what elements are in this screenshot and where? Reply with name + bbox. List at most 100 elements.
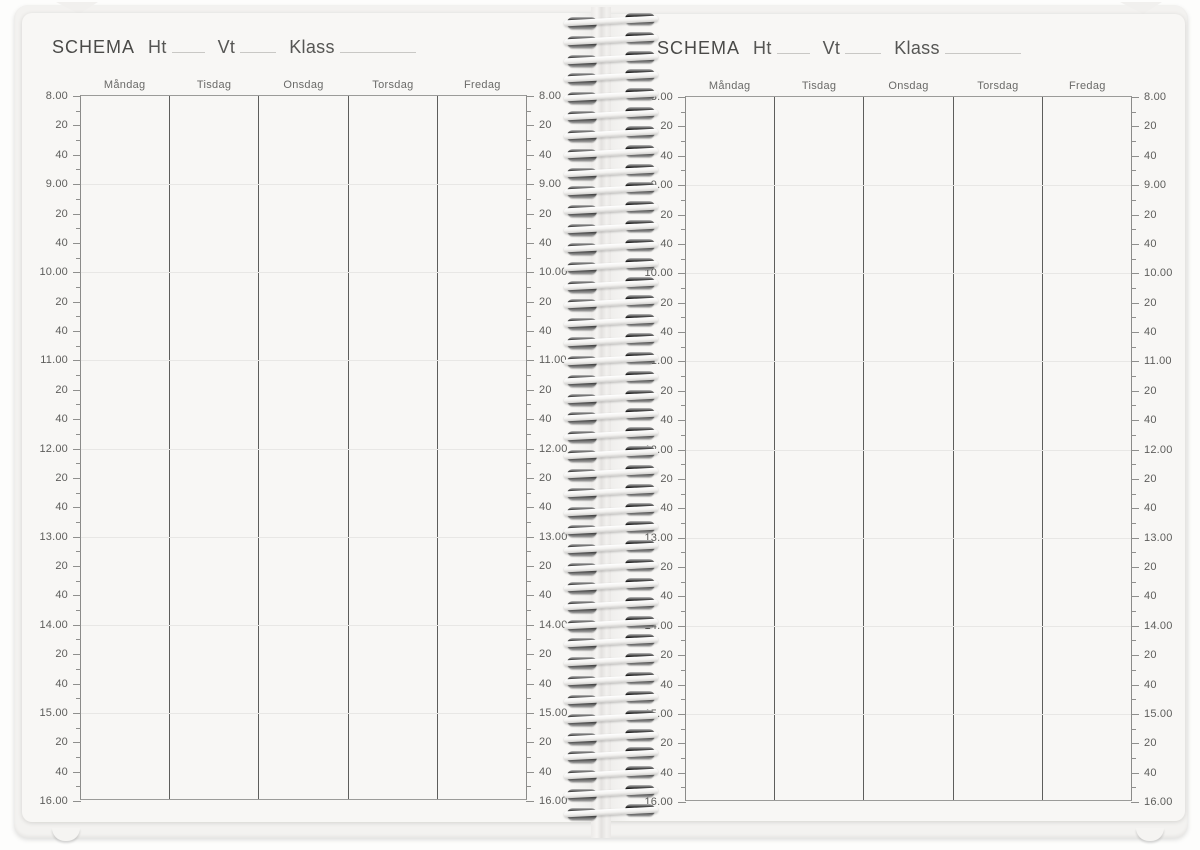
time-tick — [73, 125, 81, 127]
klass-field-label: Klass — [894, 38, 940, 58]
time-tick — [1131, 508, 1139, 510]
time-tick — [678, 684, 686, 686]
time-tick — [73, 242, 81, 244]
day-header-tisdag: Tisdag — [196, 79, 232, 91]
day-columns — [81, 96, 526, 799]
day-column — [81, 96, 171, 799]
coil-loop — [563, 766, 659, 783]
time-tick — [73, 566, 81, 567]
time-tick — [678, 596, 686, 598]
time-tick — [526, 389, 534, 391]
time-tick — [678, 273, 686, 275]
time-label-right: 40 — [539, 677, 552, 690]
time-label-left: 12.00 — [39, 442, 68, 455]
time-label-right: 40 — [1144, 590, 1157, 603]
time-tick — [1131, 478, 1139, 480]
time-tick — [1131, 522, 1136, 524]
coil-loop — [563, 747, 659, 764]
time-tick — [681, 787, 686, 789]
time-tick — [1131, 141, 1136, 143]
time-tick — [526, 433, 531, 435]
time-tick — [73, 184, 81, 186]
coil-loop — [563, 803, 659, 820]
time-tick — [526, 507, 534, 509]
day-columns — [686, 97, 1131, 800]
time-tick — [526, 712, 534, 714]
time-tick — [76, 727, 81, 729]
time-tick — [1131, 669, 1136, 671]
time-tick — [681, 669, 686, 671]
coil-loop — [563, 690, 659, 707]
time-label-left: 20 — [55, 648, 68, 661]
time-tick — [76, 140, 81, 142]
time-label-left: 20 — [55, 471, 68, 484]
time-label-right: 20 — [539, 560, 552, 572]
time-tick — [681, 699, 686, 701]
time-tick — [73, 360, 81, 362]
time-tick — [1131, 346, 1136, 348]
time-tick — [681, 728, 686, 730]
hour-gridline — [81, 184, 526, 186]
time-label-right: 10.00 — [539, 266, 568, 279]
time-tick — [681, 434, 686, 436]
time-tick — [73, 654, 81, 656]
time-tick — [526, 272, 534, 274]
coil-loop — [563, 88, 659, 105]
day-header-måndag: Måndag — [103, 79, 146, 91]
time-tick — [1131, 258, 1136, 260]
time-label-right: 20 — [539, 736, 552, 749]
coil-loop — [563, 634, 659, 651]
coil-loop — [563, 577, 659, 594]
time-label-left: 40 — [660, 149, 673, 162]
time-tick — [681, 493, 686, 495]
coil-loop — [563, 559, 659, 576]
time-tick — [1131, 449, 1139, 451]
coil-loop — [563, 220, 659, 237]
day-header-måndag: Måndag — [708, 80, 751, 92]
coil-loop — [563, 314, 659, 331]
time-tick — [1131, 170, 1136, 172]
time-tick — [678, 420, 686, 422]
coil-loop — [563, 13, 659, 29]
time-tick — [1131, 655, 1139, 657]
time-tick — [526, 492, 531, 494]
time-tick — [526, 140, 531, 142]
time-tick — [73, 595, 81, 597]
time-label-left: 20 — [660, 561, 673, 573]
time-tick — [73, 507, 81, 509]
time-label-right: 20 — [1144, 472, 1157, 485]
time-label-right: 20 — [1144, 296, 1157, 309]
day-header-fredag: Fredag — [1069, 80, 1106, 92]
time-tick — [678, 772, 686, 774]
time-tick — [526, 404, 531, 406]
vt-field-label: Vt — [822, 38, 841, 58]
coil-loop — [563, 427, 659, 444]
time-label-left: 20 — [55, 383, 68, 396]
time-label-left: 40 — [55, 148, 68, 161]
coil-loop — [563, 370, 659, 387]
time-tick — [73, 712, 81, 714]
day-column — [864, 97, 954, 800]
day-column — [259, 96, 349, 799]
time-label-left: 40 — [55, 501, 68, 514]
hour-gridline — [686, 713, 1131, 715]
time-label-left: 40 — [660, 414, 673, 427]
time-label-right: 16.00 — [539, 795, 568, 807]
time-tick — [681, 757, 686, 759]
time-label-right: 14.00 — [539, 618, 568, 631]
time-tick — [1131, 126, 1139, 128]
time-label-right: 20 — [1144, 649, 1157, 662]
time-label-right: 20 — [539, 119, 552, 132]
time-tick — [526, 184, 534, 186]
time-tick — [76, 228, 81, 230]
ht-field-label: Ht — [753, 38, 772, 58]
time-tick — [73, 96, 81, 97]
time-tick — [681, 581, 686, 583]
coil-loop — [563, 785, 659, 802]
klass-field: Klass — [894, 38, 1021, 58]
coil-loop — [563, 351, 659, 368]
coil-loop — [563, 389, 659, 406]
hour-gridline — [81, 448, 526, 450]
time-tick — [1131, 802, 1139, 803]
time-label-right: 40 — [539, 325, 552, 337]
